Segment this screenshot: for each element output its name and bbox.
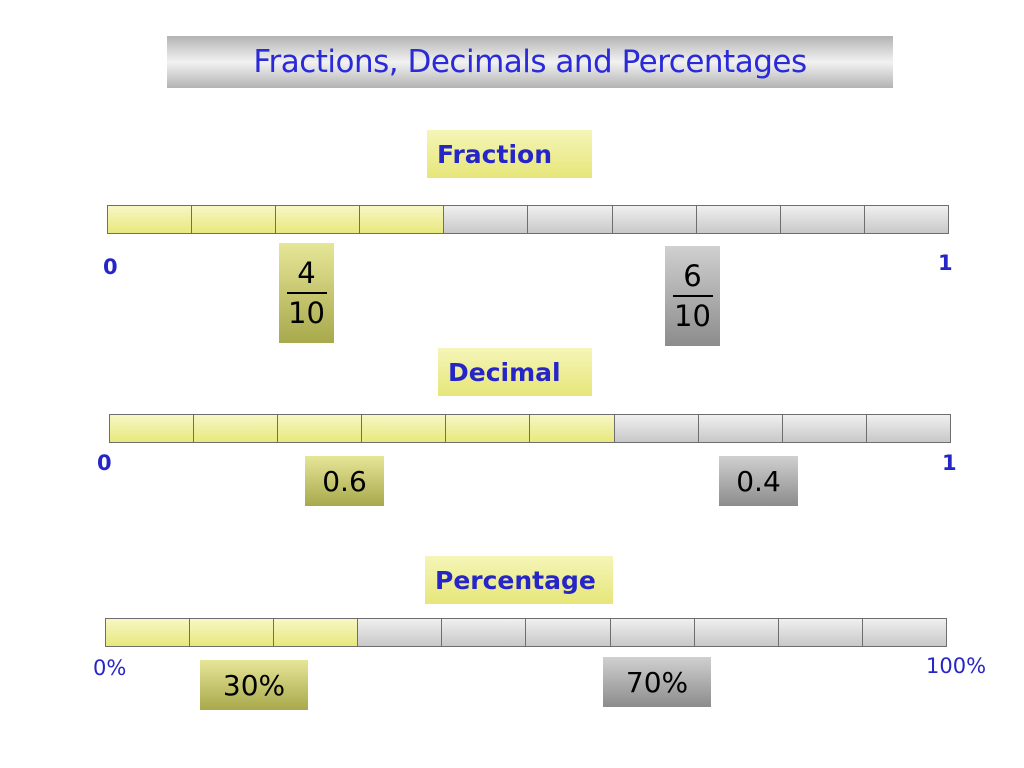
shaded-segment xyxy=(106,619,191,646)
fraction-unshaded-denominator: 10 xyxy=(674,299,711,333)
unshaded-segment xyxy=(864,206,948,233)
shaded-segment xyxy=(278,415,363,442)
unshaded-segment xyxy=(528,206,613,233)
unshaded-segment xyxy=(696,206,781,233)
shaded-segment xyxy=(362,415,447,442)
unshaded-segment xyxy=(778,619,863,646)
shaded-segment xyxy=(194,415,279,442)
unshaded-segment xyxy=(614,415,699,442)
unshaded-segment xyxy=(862,619,946,646)
unshaded-segment xyxy=(610,619,695,646)
fraction-shaded-denominator: 10 xyxy=(288,296,325,330)
fraction-unshaded-numerator: 6 xyxy=(683,259,702,293)
unshaded-segment xyxy=(698,415,783,442)
unshaded-segment xyxy=(866,415,950,442)
percentage-end-label: 100% xyxy=(926,654,987,678)
fraction-unshaded-value: 6 10 xyxy=(665,246,720,346)
decimal-section-label: Decimal xyxy=(438,348,592,396)
percentage-unshaded-value: 70% xyxy=(603,657,711,707)
shaded-segment xyxy=(276,206,361,233)
unshaded-segment xyxy=(444,206,529,233)
unshaded-segment xyxy=(694,619,779,646)
decimal-end-label: 1 xyxy=(942,451,957,475)
fraction-start-label: 0 xyxy=(103,255,118,279)
unshaded-segment xyxy=(612,206,697,233)
unshaded-segment xyxy=(782,415,867,442)
unshaded-segment xyxy=(526,619,611,646)
percentage-bar xyxy=(105,618,947,647)
unshaded-segment xyxy=(358,619,443,646)
shaded-segment xyxy=(110,415,195,442)
unshaded-segment xyxy=(442,619,527,646)
fraction-shaded-value: 4 10 xyxy=(279,243,334,343)
shaded-segment xyxy=(274,619,359,646)
fraction-shaded-numerator: 4 xyxy=(297,256,316,290)
unshaded-segment xyxy=(780,206,865,233)
shaded-segment xyxy=(446,415,531,442)
fraction-bar xyxy=(107,205,949,234)
percentage-start-label: 0% xyxy=(93,656,127,680)
page-title: Fractions, Decimals and Percentages xyxy=(167,36,893,88)
fraction-section-label: Fraction xyxy=(427,130,592,178)
decimal-start-label: 0 xyxy=(97,451,112,475)
decimal-bar xyxy=(109,414,951,443)
fraction-bar-line xyxy=(672,295,713,297)
shaded-segment xyxy=(190,619,275,646)
shaded-segment xyxy=(530,415,615,442)
decimal-shaded-value: 0.6 xyxy=(305,456,384,506)
shaded-segment xyxy=(360,206,445,233)
percentage-shaded-value: 30% xyxy=(200,660,308,710)
decimal-unshaded-value: 0.4 xyxy=(719,456,798,506)
percentage-section-label: Percentage xyxy=(425,556,613,604)
fraction-end-label: 1 xyxy=(938,251,953,275)
fraction-bar-line xyxy=(286,292,327,294)
shaded-segment xyxy=(108,206,193,233)
shaded-segment xyxy=(192,206,277,233)
